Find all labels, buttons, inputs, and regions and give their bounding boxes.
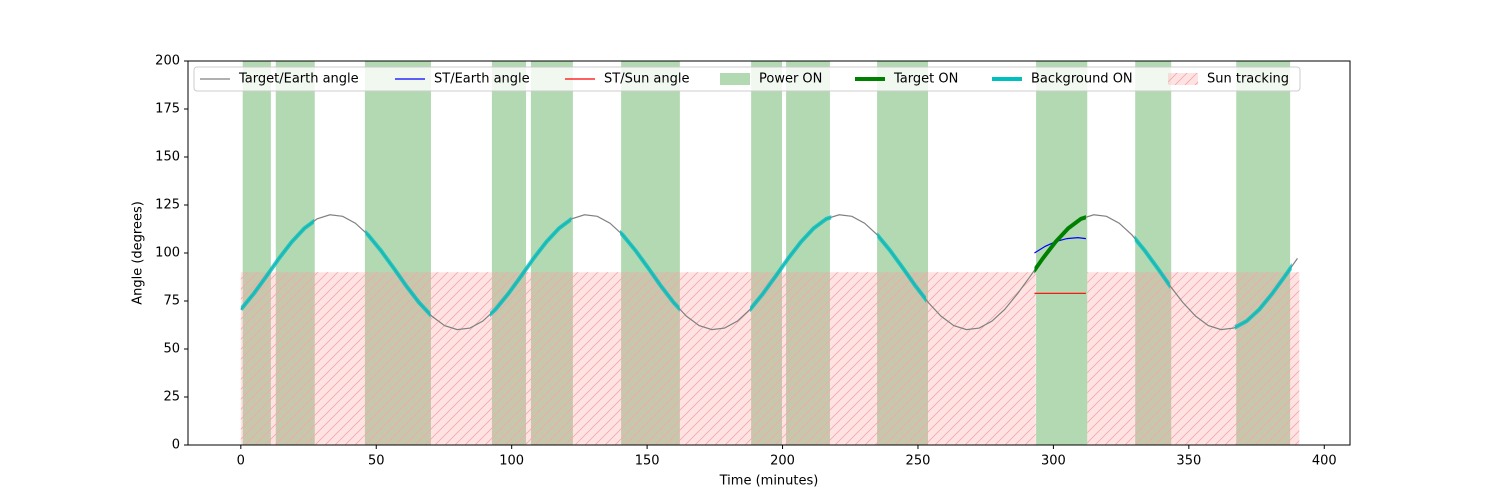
x-tick-label: 0	[237, 454, 245, 469]
y-tick-label: 25	[163, 390, 180, 405]
sun-tracking-band	[240, 272, 1036, 445]
legend-label: Sun tracking	[1207, 72, 1289, 87]
legend-label: Power ON	[759, 72, 822, 87]
legend-label: Target ON	[893, 72, 958, 87]
y-tick-label: 50	[163, 342, 180, 357]
plot-area	[240, 61, 1300, 445]
y-tick-label: 150	[155, 150, 180, 165]
legend-frame	[193, 66, 1301, 92]
x-axis-label: Time (minutes)	[719, 474, 819, 489]
x-tick-label: 50	[368, 454, 385, 469]
y-tick-label: 0	[172, 438, 180, 453]
power-band	[1036, 61, 1088, 445]
legend-swatch	[720, 73, 750, 85]
x-tick-label: 300	[1041, 454, 1066, 469]
y-axis-label: Angle (degrees)	[131, 201, 146, 305]
legend-swatch-hatch	[1168, 73, 1198, 85]
y-tick-label: 75	[163, 294, 180, 309]
legend-label: Background ON	[1031, 72, 1133, 87]
legend-label: Target/Earth angle	[238, 72, 359, 87]
series-line	[1034, 237, 1086, 254]
legend-label: ST/Sun angle	[604, 72, 690, 87]
y-tick-label: 200	[155, 54, 180, 69]
x-tick-label: 350	[1176, 454, 1201, 469]
y-tick-label: 125	[155, 198, 180, 213]
x-tick-label: 400	[1312, 454, 1337, 469]
x-tick-label: 150	[635, 454, 660, 469]
y-tick-label: 175	[155, 102, 180, 117]
x-tick-label: 100	[499, 454, 524, 469]
legend-label: ST/Earth angle	[434, 72, 530, 87]
y-tick-label: 100	[155, 246, 180, 261]
x-tick-label: 250	[906, 454, 931, 469]
band-hatch	[240, 272, 1036, 445]
highlight-segment	[750, 215, 832, 313]
highlight-segment	[365, 229, 431, 318]
legend: Target/Earth angle ST/Earth angle ST/Sun a…	[193, 66, 1301, 92]
x-tick-label: 200	[770, 454, 795, 469]
